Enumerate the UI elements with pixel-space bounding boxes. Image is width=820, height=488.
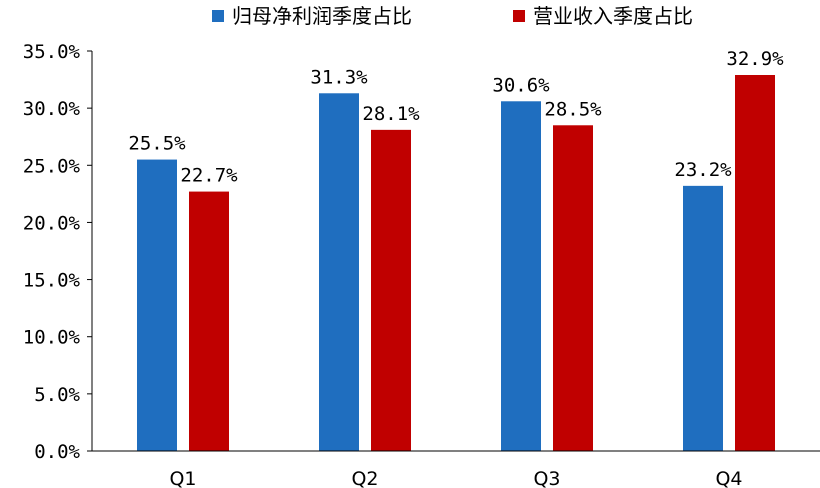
y-tick-label: 15.0% (23, 270, 81, 292)
x-tick-label: Q4 (715, 468, 742, 488)
bar-q3-series-1 (501, 101, 541, 452)
x-tick-label: Q3 (533, 468, 560, 488)
data-label: 25.5% (128, 133, 186, 155)
bars: 25.5% 22.7% 31.3% 28.1% 30.6%28.5% 23.2% 32.9% (128, 48, 784, 452)
x-tick-label: Q2 (351, 468, 378, 488)
bar-q2-series-2 (371, 129, 411, 451)
data-label: 28.5% (544, 98, 602, 120)
bar-q1-series-1 (137, 159, 177, 452)
y-tick-label: 30.0% (23, 98, 81, 120)
legend-label-2: 营业收入季度占比 (533, 4, 693, 28)
x-axis: Q1 Q2 Q3 Q4 (92, 450, 820, 488)
y-tick-label: 35.0% (23, 41, 81, 63)
y-tick-label: 25.0% (23, 155, 81, 177)
bar-q4-series-2 (735, 75, 775, 451)
data-label: 28.1% (362, 103, 420, 125)
x-tick-label: Q1 (169, 468, 196, 488)
data-label: 31.3% (310, 66, 368, 88)
legend-swatch-1 (212, 10, 224, 22)
y-tick-label: 10.0% (23, 327, 81, 349)
bar-q1-series-2 (189, 191, 229, 452)
y-tick-label: 5.0% (34, 384, 80, 406)
data-label: 32.9% (726, 48, 784, 70)
legend-label-1: 归母净利润季度占比 (232, 4, 412, 28)
data-label: 23.2% (674, 159, 732, 181)
legend-swatch-2 (513, 10, 525, 22)
legend: 归母净利润季度占比 营业收入季度占比 (212, 4, 693, 28)
y-axis: 0.0% 5.0% 10.0% 15.0% 20.0% 25.0% 30.0% 35.0% (23, 41, 93, 463)
data-label: 22.7% (180, 165, 238, 187)
bar-q3-series-2 (553, 125, 593, 452)
bar-q2-series-1 (319, 93, 359, 452)
y-tick-label: 0.0% (34, 441, 80, 463)
y-tick-label: 20.0% (23, 212, 81, 234)
bar-q4-series-1 (683, 185, 723, 451)
data-label: 30.6% (492, 74, 550, 96)
